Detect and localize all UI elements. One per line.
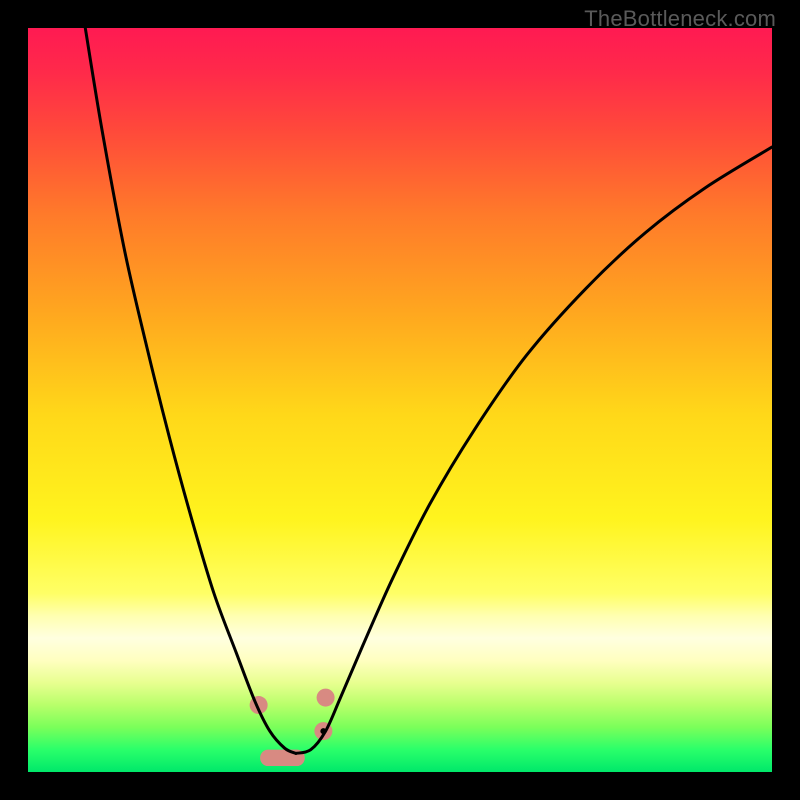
curve-layer bbox=[28, 28, 772, 772]
chart-container: TheBottleneck.com bbox=[0, 0, 800, 800]
marker-point-1 bbox=[317, 689, 335, 707]
curve-left bbox=[85, 28, 296, 753]
curve-right bbox=[296, 147, 772, 753]
plot-area bbox=[28, 28, 772, 772]
